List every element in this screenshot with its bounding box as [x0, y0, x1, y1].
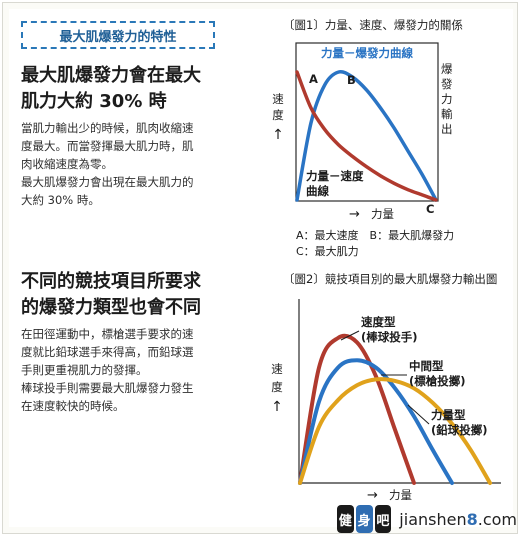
section1-body: 當肌力輸出少的時候，肌肉收縮速 度最大。而當發揮最大肌力時，肌 肉收縮速度為零。… [21, 119, 223, 209]
figure1-inner-title: 力量－爆發力曲線 [321, 46, 413, 60]
section2-line: 在田徑運動中，標槍選手要求的速 [21, 327, 194, 341]
section2-heading-line2: 的爆發力類型也會不同 [21, 297, 201, 318]
figure1-title: 〔圖1〕力量、速度、爆發力的關係 [283, 18, 463, 32]
figure1-chart: 力量－爆發力曲線 A B C 力量－速度 曲線 速 度 ↑ 爆 發 力 輸 出 … [272, 42, 454, 258]
power-type-curve [298, 377, 492, 485]
figure2-series-label: (標槍投擲) [409, 374, 466, 388]
figure1-y-label-2: 度 [272, 108, 284, 122]
watermark-url-digit: 8 [466, 509, 478, 529]
section2-line: 手則更重視肌力的發揮。 [21, 363, 148, 377]
section-tag: 最大肌爆發力的特性 [21, 21, 215, 49]
section2-line: 棒球投手則需要最大肌爆發力發生 [21, 381, 194, 395]
figure2-y-arrow: ↑ [271, 399, 283, 415]
figure2-y-label-2: 度 [271, 380, 283, 394]
figure2-series-label: (棒球投手) [361, 330, 418, 344]
figure1-power-axis-char: 輸 [441, 107, 453, 121]
site-watermark: 健 身 吧 jianshen8.com [337, 501, 517, 537]
figure1-y-label-1: 速 [272, 92, 284, 106]
force-velocity-curve [295, 70, 438, 202]
figure1-legend-line2: C：最大肌力 [296, 244, 359, 258]
section2-line: 度就比鉛球選手來得高，而鉛球選 [21, 345, 194, 359]
middle-type-curve [298, 358, 454, 485]
figure1-power-axis-char: 出 [441, 122, 453, 136]
section1-heading-line2: 肌力大約 30% 時 [21, 91, 167, 112]
section1-line: 度最大。而當發揮最大肌力時，肌 [21, 139, 194, 153]
figure1-power-axis-char: 發 [441, 77, 453, 91]
figure1-velocity-curve-label1: 力量－速度 [306, 169, 364, 183]
figure2-y-label-1: 速 [271, 362, 283, 376]
content-panel: 最大肌爆發力的特性 最大肌爆發力會在最大 肌力大約 30% 時 當肌力輸出少的時… [9, 9, 517, 533]
watermark-badge: 身 [355, 505, 373, 533]
watermark-badge: 健 [337, 505, 354, 533]
figure2-leader-line [407, 404, 430, 425]
section1-line: 最大肌爆發力會出現在最大肌力的 [21, 175, 194, 189]
figure2-series-label: (鉛球投擲) [431, 423, 488, 437]
figure1-point-a: A [309, 72, 318, 86]
figure1-x-label: 力量 [371, 207, 394, 221]
section1-line: 肉收縮速度為零。 [21, 157, 113, 171]
figure2-chart: 速 度 ↑ → 力量 速度型 (棒球投手) 中間型 (標槍投擲) 力量型 (鉛球… [271, 299, 501, 503]
figure2-x-label: 力量 [389, 488, 412, 502]
figure1-power-axis-char: 爆 [441, 62, 453, 76]
speed-type-curve [298, 333, 416, 485]
figure2-title: 〔圖2〕競技項目別的最大肌爆發力輸出圖 [283, 272, 498, 286]
figure2-series-label: 力量型 [431, 408, 466, 422]
force-power-curve [295, 69, 438, 202]
figure1-point-b: B [347, 73, 356, 87]
figure2-series-label: 中間型 [409, 359, 444, 373]
section1-heading-line1: 最大肌爆發力會在最大 [21, 65, 201, 86]
watermark-url-suffix: .com [477, 509, 517, 529]
figure1-power-axis-char: 力 [441, 92, 453, 106]
figure1-x-arrow: → [349, 207, 360, 222]
section2-body: 在田徑運動中，標槍選手要求的速 度就比鉛球選手來得高，而鉛球選 手則更重視肌力的… [21, 325, 223, 415]
figure1-point-c: C [426, 202, 434, 216]
section1-line: 大約 30% 時。 [21, 193, 100, 207]
figure2-x-arrow: → [367, 488, 378, 503]
figure2-leader-line [340, 330, 360, 341]
section2-line: 在速度較快的時候。 [21, 399, 125, 413]
watermark-url: jianshen8.com [399, 510, 517, 529]
figure1-legend-line1: A：最大速度 B：最大肌爆發力 [296, 228, 454, 242]
section2-heading-line1: 不同的競技項目所要求 [21, 271, 201, 292]
figure1-frame [295, 42, 439, 202]
section1-line: 當肌力輸出少的時候，肌肉收縮速 [21, 121, 194, 135]
watermark-url-prefix: jianshen [399, 509, 467, 529]
figure2-series-label: 速度型 [361, 315, 396, 329]
figure1-y-arrow: ↑ [272, 127, 284, 143]
figure1-velocity-curve-label2: 曲線 [306, 184, 329, 198]
watermark-badge: 吧 [374, 505, 392, 533]
